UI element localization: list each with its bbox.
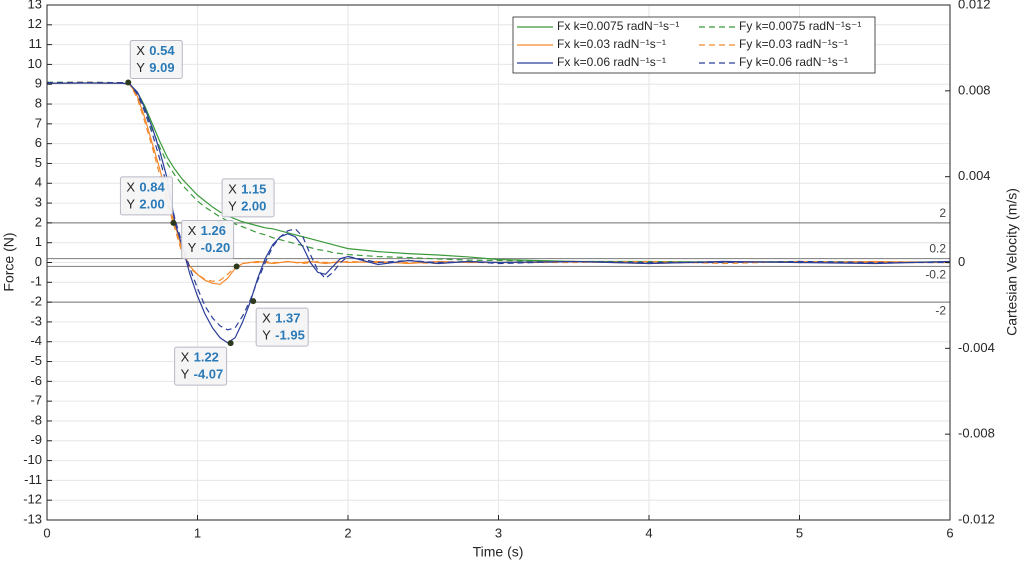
datatip-x-text: X (136, 43, 145, 58)
legend-label: Fy k=0.06 radN⁻¹s⁻¹ (739, 55, 848, 69)
datatip-y-text: Y (136, 60, 145, 75)
y-tick-label: -7 (30, 393, 42, 408)
datatip-box (221, 178, 275, 218)
datatip-x-value: 1.26 (201, 223, 226, 238)
datatip-y-text: Y (188, 240, 197, 255)
y-tick-label: -8 (30, 412, 42, 427)
data-tips: X 0.54Y 9.09X 0.84Y 2.00X 1.15Y 2.00X 1.26Y -0.2… (119, 39, 309, 386)
datatip-y-value: -1.95 (275, 328, 305, 343)
y-tick-label: -6 (30, 373, 42, 388)
datatip-box (181, 219, 235, 259)
legend-label: Fy k=0.03 radN⁻¹s⁻¹ (739, 37, 848, 51)
x-tick-label: 0 (43, 525, 50, 540)
y-tick-label: -9 (30, 432, 42, 447)
datatip-x-text: X (181, 350, 190, 365)
datatip-x-value: 1.22 (194, 350, 219, 365)
y-tick-label: 5 (35, 155, 42, 170)
y-tick-label: -5 (30, 353, 42, 368)
y-tick-label: 0 (35, 254, 42, 269)
legend-label: Fy k=0.0075 radN⁻¹s⁻¹ (739, 19, 861, 33)
y-tick-label: 10 (28, 56, 42, 71)
datatip-y-text: Y (126, 196, 135, 211)
y-tick-label: 13 (28, 0, 42, 11)
reference-label: 0.2 (929, 242, 946, 256)
reference-label: -2 (935, 303, 946, 317)
datatip-x-text: X (262, 311, 271, 326)
datatip-y-text: Y (262, 328, 271, 343)
y-tick-label: -12 (23, 492, 42, 507)
y2-tick-label: 0.012 (958, 0, 991, 11)
y-tick-label: 9 (35, 76, 42, 91)
legend-label: Fx k=0.06 radN⁻¹s⁻¹ (557, 55, 666, 69)
y-tick-label: -11 (24, 472, 42, 487)
x-tick-label: 3 (495, 525, 502, 540)
datatip-y-text: Y (228, 198, 237, 213)
legend-box (512, 16, 876, 74)
datatip-y-value: 2.00 (241, 198, 266, 213)
y-axis-title: Force (N) (1, 232, 17, 291)
datatip-x-value: 1.15 (241, 181, 266, 196)
x-axis-title: Time (s) (473, 544, 524, 560)
legend-label: Fx k=0.0075 radN⁻¹s⁻¹ (557, 19, 679, 33)
datatip-point (227, 340, 234, 347)
datatip-point (170, 219, 177, 226)
datatip-y-value: -0.20 (201, 240, 231, 255)
y2-tick-label: 0 (958, 254, 965, 269)
axes: 0 1 2 3 4 5 6-13-12-11-10-9-8-7-6-5-4-3-2-1012… (23, 0, 995, 540)
x-tick-label: 6 (946, 525, 953, 540)
x-tick-label: 2 (344, 525, 351, 540)
datatip-x-text: X (188, 223, 197, 238)
y-tick-label: 7 (35, 115, 42, 130)
datatip-x-value: 0.84 (139, 179, 165, 194)
datatip-box (174, 346, 228, 386)
x-tick-label: 5 (796, 525, 803, 540)
y-tick-label: -3 (30, 313, 42, 328)
y-tick-label: 1 (35, 234, 42, 249)
x-tick-label: 4 (645, 525, 652, 540)
y2-tick-label: -0.004 (958, 340, 995, 355)
grid (46, 4, 951, 521)
y-tick-label: -10 (23, 452, 42, 467)
datatip-point (250, 298, 257, 305)
legend-label: Fx k=0.03 radN⁻¹s⁻¹ (557, 37, 666, 51)
y-tick-label: 2 (35, 214, 42, 229)
datatip-box (255, 307, 309, 347)
datatip-x-value: 1.37 (275, 311, 300, 326)
datatip-x-text: X (228, 181, 237, 196)
datatip-box (119, 176, 173, 216)
datatip-x-text: X (126, 179, 135, 194)
datatip-x-value: 0.54 (149, 43, 175, 58)
y2-tick-label: -0.008 (958, 426, 995, 441)
datatip-box (129, 39, 183, 79)
reference-label: -0.2 (925, 268, 946, 282)
y-tick-label: 8 (35, 95, 42, 110)
datatip-y-value: -4.07 (194, 367, 224, 382)
y2-axis-title: Cartesian Velocity (m/s) (1004, 188, 1020, 336)
y-tick-label: 3 (35, 195, 42, 210)
x-tick-label: 1 (194, 525, 201, 540)
y2-tick-label: -0.012 (958, 511, 995, 526)
datatip-y-value: 9.09 (149, 60, 174, 75)
y-tick-label: -13 (23, 511, 42, 526)
series-lines (46, 81, 951, 344)
reference-label: 2 (939, 206, 946, 220)
series-line (46, 82, 951, 263)
y2-tick-label: 0.004 (958, 168, 991, 183)
y-tick-label: -1 (30, 274, 42, 289)
y-tick-label: 12 (28, 16, 42, 31)
datatip-point (233, 263, 240, 270)
y-tick-label: -4 (30, 333, 42, 348)
datatip-y-text: Y (181, 367, 190, 382)
y-tick-label: 11 (29, 36, 43, 51)
y2-tick-label: 0.008 (958, 82, 991, 97)
legend: Fx k=0.0075 radN⁻¹s⁻¹ Fy k=0.0075 radN⁻¹s… (512, 16, 876, 74)
datatip-point (125, 79, 132, 86)
y-tick-label: 6 (35, 135, 42, 150)
y-tick-label: 4 (35, 175, 42, 190)
datatip-y-value: 2.00 (139, 196, 164, 211)
series-line (46, 81, 950, 331)
y-tick-label: -2 (30, 294, 42, 309)
